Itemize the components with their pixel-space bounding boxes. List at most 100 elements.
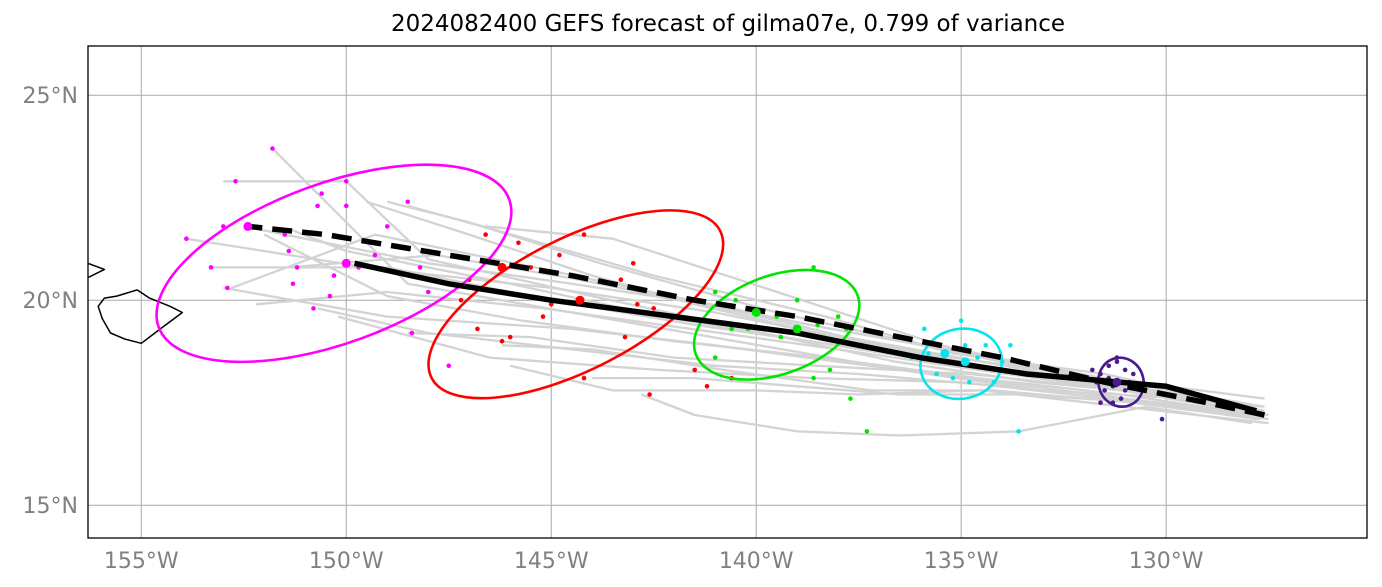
x-tick-label: 130°W xyxy=(1129,549,1204,574)
uncertainty-ellipse xyxy=(692,268,861,381)
ensemble-track xyxy=(407,204,1253,408)
member-point xyxy=(184,236,189,241)
member-point xyxy=(1016,429,1021,434)
uncertainty-ellipse xyxy=(427,209,725,400)
member-point xyxy=(635,302,640,307)
member-point xyxy=(458,297,464,303)
member-point xyxy=(921,326,927,332)
member-point xyxy=(864,429,870,434)
member-point xyxy=(618,277,624,283)
member-point xyxy=(811,375,816,381)
member-point xyxy=(331,273,337,278)
member-point xyxy=(286,248,292,254)
member-point xyxy=(835,314,841,319)
member-point xyxy=(225,285,230,291)
group-mean-point xyxy=(940,349,950,358)
member-point xyxy=(692,367,698,373)
ensemble-track xyxy=(263,233,1257,417)
member-point xyxy=(962,343,968,348)
member-point xyxy=(975,355,980,360)
member-point xyxy=(651,306,657,311)
member-point xyxy=(557,252,562,258)
member-point xyxy=(926,351,931,356)
group-mean-points-layer xyxy=(243,221,1122,387)
ensemble-track xyxy=(223,286,1261,417)
group-mean-point xyxy=(792,324,802,334)
member-point xyxy=(343,203,349,209)
member-point xyxy=(983,343,989,348)
member-point xyxy=(233,179,238,184)
plot-area xyxy=(88,146,1269,437)
member-point xyxy=(622,334,628,340)
member-point xyxy=(1118,396,1124,401)
member-point xyxy=(282,232,288,237)
x-tick-label: 135°W xyxy=(924,549,999,574)
member-point xyxy=(811,265,816,270)
x-tick-label: 150°W xyxy=(309,549,384,574)
member-point xyxy=(483,232,488,237)
member-point xyxy=(343,179,349,184)
member-point xyxy=(1122,388,1128,393)
ensemble-track xyxy=(255,290,1257,413)
plot-frame xyxy=(87,45,1368,539)
group-mean-point xyxy=(751,308,761,317)
member-point xyxy=(581,375,587,381)
member-point xyxy=(290,281,296,287)
member-point xyxy=(581,232,587,237)
member-point xyxy=(507,334,513,340)
member-point xyxy=(729,326,734,332)
member-point xyxy=(794,297,800,303)
chart-title: 2024082400 GEFS forecast of gilma07e, 0.… xyxy=(390,11,1066,37)
member-point xyxy=(778,334,784,340)
member-point xyxy=(1102,388,1107,393)
x-tick-label: 140°W xyxy=(719,549,794,574)
uncertainty-ellipse xyxy=(919,327,1004,401)
y-tick-label: 15°N xyxy=(23,494,78,519)
member-point xyxy=(967,379,972,385)
x-tick-label: 145°W xyxy=(514,549,589,574)
uncertainty-ellipse xyxy=(155,163,513,364)
member-point xyxy=(516,240,521,246)
y-tick-label: 25°N xyxy=(23,84,78,109)
member-point xyxy=(294,265,300,270)
member-point xyxy=(1090,367,1095,373)
group-mean-point xyxy=(575,295,585,305)
member-point xyxy=(311,306,316,311)
member-point xyxy=(827,367,833,373)
member-point xyxy=(499,338,505,344)
member-point xyxy=(270,146,275,151)
member-point xyxy=(647,392,652,397)
ensemble-tracks-layer xyxy=(186,147,1269,437)
member-point xyxy=(315,203,320,209)
group-mean-point xyxy=(497,262,507,272)
uncertainty-ellipses-layer xyxy=(155,163,1146,408)
member-point xyxy=(319,191,324,196)
member-point xyxy=(630,261,636,266)
member-point xyxy=(950,375,956,381)
group-mean-point xyxy=(960,357,970,367)
member-point xyxy=(384,224,390,229)
ensemble-track xyxy=(640,393,1253,437)
member-point xyxy=(372,252,378,258)
member-point xyxy=(712,289,718,295)
member-point xyxy=(540,314,546,319)
group-mean-point xyxy=(341,258,351,268)
member-point xyxy=(1131,371,1136,377)
coastline-layer xyxy=(88,262,184,345)
member-point xyxy=(208,265,214,270)
mean-track-dashed xyxy=(247,223,1266,418)
coastline xyxy=(97,289,184,345)
y-tick-label: 20°N xyxy=(23,289,78,314)
x-tick-label: 155°W xyxy=(104,549,179,574)
member-point xyxy=(934,371,939,377)
member-point xyxy=(327,293,333,299)
member-point xyxy=(1114,359,1120,365)
tick-labels: 155°W 150°W 145°W 140°W 135°W 130°W 15°N 20°N 25… xyxy=(23,84,1204,574)
member-point xyxy=(417,265,423,270)
member-point xyxy=(733,297,738,303)
member-point xyxy=(958,318,964,324)
member-point xyxy=(1159,416,1165,422)
group-mean-point xyxy=(243,221,253,231)
